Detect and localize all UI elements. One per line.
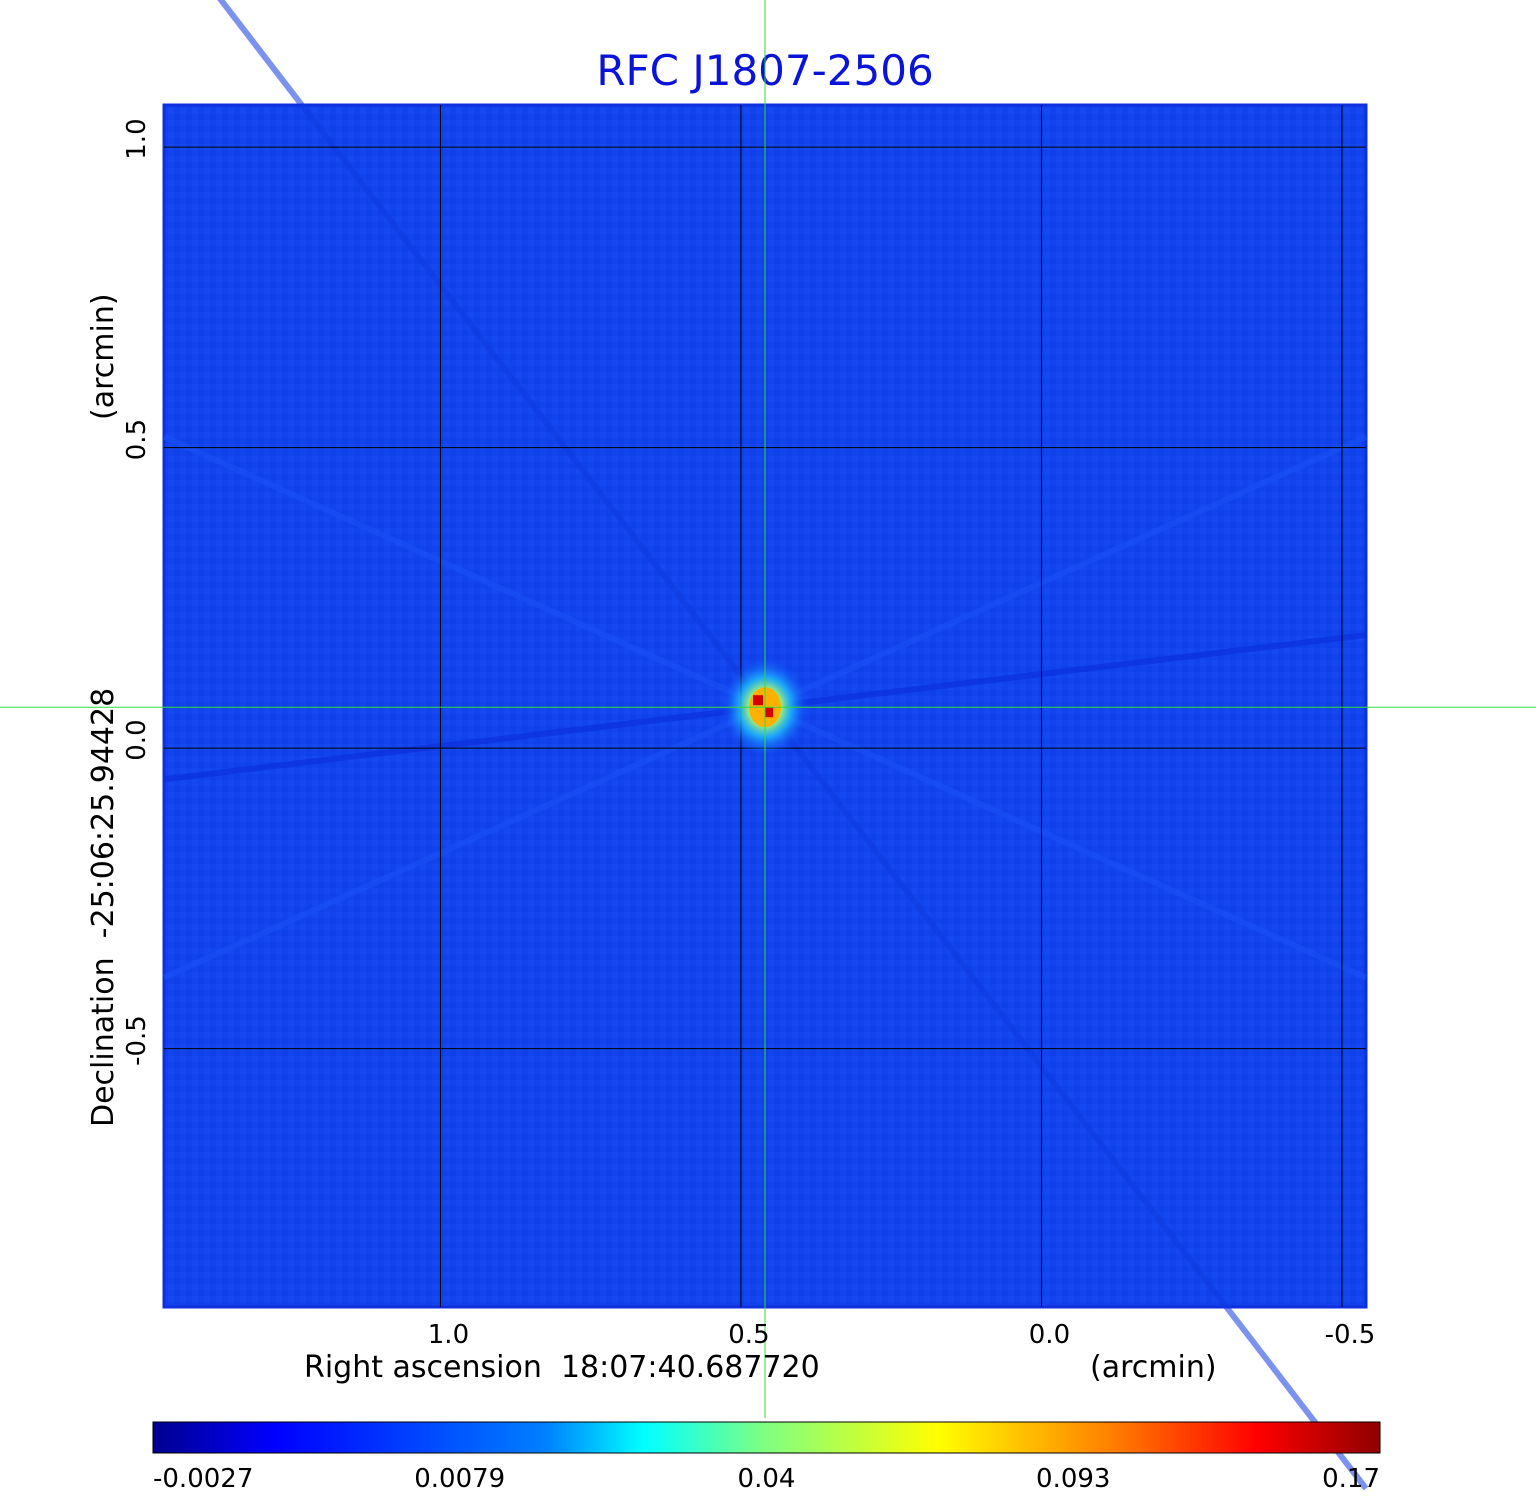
y-axis-unit: (arcmin) xyxy=(86,293,121,420)
y-axis-label: Declination -25:06:25.94428 xyxy=(86,688,121,1127)
colorbar-gradient xyxy=(152,1421,1381,1454)
colorbar-label: 0.17 xyxy=(1322,1464,1380,1494)
y-tick-label: 0.0 xyxy=(122,719,152,760)
colorbar-label: 0.04 xyxy=(738,1464,796,1494)
colorbar-labels: -0.0027 0.0079 0.04 0.093 0.17 xyxy=(153,1464,1380,1494)
x-axis-unit: (arcmin) xyxy=(1090,1350,1217,1385)
y-tick-label: 1.0 xyxy=(122,118,152,159)
x-tick-label: -0.5 xyxy=(1325,1320,1376,1350)
x-tick-label: 1.0 xyxy=(428,1320,469,1350)
y-tick-labels: 1.0 0.5 0.0 -0.5 xyxy=(122,118,152,1066)
y-tick-label: 0.5 xyxy=(122,419,152,460)
colorbar: -0.0027 0.0079 0.04 0.093 0.17 xyxy=(152,1421,1381,1494)
x-tick-labels: 1.0 0.5 0.0 -0.5 xyxy=(428,1320,1376,1350)
crosshair xyxy=(0,0,1536,1418)
colorbar-label: 0.0079 xyxy=(414,1464,505,1494)
x-tick-label: 0.0 xyxy=(1029,1320,1070,1350)
colorbar-label: 0.093 xyxy=(1036,1464,1110,1494)
colorbar-label: -0.0027 xyxy=(153,1464,253,1494)
x-axis-label: Right ascension 18:07:40.687720 xyxy=(304,1350,820,1385)
source-peak-pixel xyxy=(753,695,763,706)
y-tick-label: -0.5 xyxy=(122,1015,152,1066)
x-tick-label: 0.5 xyxy=(728,1320,769,1350)
source-peak-pixel xyxy=(765,707,773,718)
